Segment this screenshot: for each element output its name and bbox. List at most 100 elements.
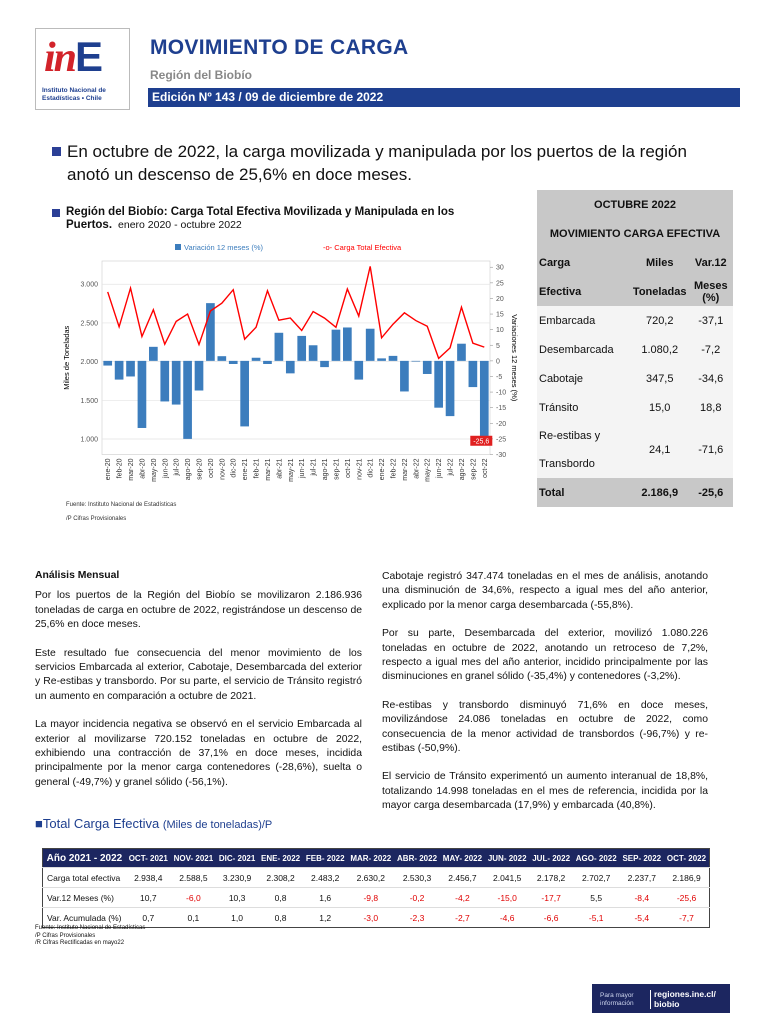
cell: 0,1 [170,907,217,928]
value-label-bg [470,435,493,446]
x-tick-label: ago-20 [185,458,192,480]
cell: 2.178,2 [529,867,573,888]
paragraph: Cabotaje registró 347.474 toneladas en e… [382,571,708,611]
summary-table: OCTUBRE 2022 MOVIMIENTO CARGA EFECTIVA Car… [537,190,733,507]
bar [149,346,158,361]
x-tick-label: ago-21 [322,458,329,480]
cell: -7,2 [688,335,733,364]
cell: -4,2 [439,887,485,908]
x-tick-label: oct-21 [345,458,352,478]
bar [354,360,364,380]
x-tick-label: jul-22 [448,458,455,476]
x-tick-label: ene-21 [242,458,249,480]
bar [479,360,489,441]
y2-tick-label: 10 [496,327,504,334]
cell: 5,5 [572,887,620,908]
cell: 24,1 [630,422,689,478]
analysis-left: Análisis Mensual Por los puertos de la R… [35,569,362,804]
cell: 2.588,5 [170,867,217,888]
bar [297,335,307,361]
legend-label: -o- Carga Total Efectiva [323,243,402,252]
paragraph: Este resultado fue consecuencia del meno… [35,647,362,702]
x-tick-label: may-21 [288,458,295,481]
paragraph: La mayor incidencia negativa se observó … [35,719,362,788]
cell: -5,1 [572,907,620,928]
logo-mark: inE [44,33,103,82]
x-tick-label: oct-20 [208,458,215,478]
y2-tick-label: -30 [496,452,506,459]
bullet [52,147,61,156]
cell: -9,8 [347,887,395,908]
x-tick-label: abr-20 [139,458,146,478]
total-cell: 2.186,9 [630,478,689,507]
bar [434,360,443,408]
monthly-title-text: Total Carga Efectiva [42,816,160,831]
header-cell: Año 2021 - 2022 [42,848,126,868]
cell: -6,6 [529,907,573,928]
chart-title-text: Región del Biobío: Carga Total Efectiva … [66,206,455,231]
x-tick-label: nov-20 [219,458,226,480]
logo-caption: Instituto Nacional de Estadísticas • Chi… [42,87,106,102]
badge-link[interactable]: regiones.ine.cl/ biobio [650,989,730,1009]
y2-tick-label: -15 [496,405,506,412]
bar [457,343,466,361]
bar [274,332,284,361]
bar [137,360,147,428]
chart-source: Fuente: Instituto Nacional de Estadístic… [66,502,177,508]
logo: inE Instituto Nacional de Estadísticas •… [35,28,130,110]
cell: -34,6 [688,364,733,393]
note: /P Cifras Provisionales [35,932,96,939]
header-cell: Efectiva [537,277,631,306]
cell: -71,6 [688,422,733,478]
y2-tick-label: -10 [496,390,506,397]
bar [365,328,375,361]
cell: 2.041,5 [484,867,530,888]
y2-tick-label: -20 [496,421,506,428]
header-cell: Carga [537,248,631,277]
row: Carga Miles Var.12 [537,248,733,277]
y2-axis-title: Variaciones 12 meses (%) [510,314,519,401]
header-cell: ENE- 2022 [258,848,304,868]
bar [320,360,329,368]
bar [103,360,113,366]
header-cell: JUN- 2022 [484,848,530,868]
x-tick-label: feb-21 [254,458,261,478]
title: MOVIMIENTO DE CARGA [150,36,409,59]
cell: -4,6 [484,907,530,928]
row: Tránsito 15,0 18,8 [537,393,733,422]
header-cell: DIC- 2021 [216,848,259,868]
cell: -37,1 [688,306,733,335]
y-tick-label: 1.500 [80,398,98,405]
note: /R Cifras Rectificadas en mayo22 [35,940,125,946]
x-tick-label: mar-21 [265,458,272,480]
bar [171,360,181,405]
x-tick-label: jun-21 [299,458,306,479]
paragraph: Por su parte, Desembarcada del exterior,… [382,628,708,683]
bar [400,360,409,392]
headline: En octubre de 2022, la carga movilizada … [67,142,687,184]
cell: -7,7 [664,907,710,928]
row: Año 2021 - 2022 OCT- 2021 NOV- 2021 DIC- 20… [42,848,710,868]
row: Re-estibas y Transbordo 24,1 -71,6 [537,422,733,478]
header-cell: OCT- 2021 [125,848,171,868]
y-tick-label: 2.000 [80,359,98,366]
header-cell: Miles [630,248,689,277]
badge-small: Para mayor información [600,992,634,1007]
bar [126,360,135,377]
analysis-title: Análisis Mensual [35,570,120,581]
cell: 0,8 [258,887,304,908]
x-tick-label: ene-20 [105,458,112,480]
row: Embarcada 720,2 -37,1 [537,306,733,335]
header-cell: Meses (%) [688,277,733,306]
cell: -0,2 [394,887,440,908]
monthly-table: Año 2021 - 2022 OCT- 2021 NOV- 2021 DIC- 20… [42,848,710,928]
cell: 2.456,7 [439,867,485,888]
cell: 2.308,2 [258,867,304,888]
row: Efectiva Toneladas Meses (%) [537,277,733,306]
x-tick-label: feb-20 [117,458,124,478]
y2-tick-label: -5 [496,374,502,381]
row: Var. Acumulada (%) 0,7 0,1 1,0 0,8 1,2 -3,0 -2,… [42,907,710,928]
header-cell: SEP- 2022 [619,848,664,868]
x-tick-label: may-22 [425,458,432,481]
edition: Edición Nº 143 / 09 de diciembre de 2022 [148,88,740,107]
